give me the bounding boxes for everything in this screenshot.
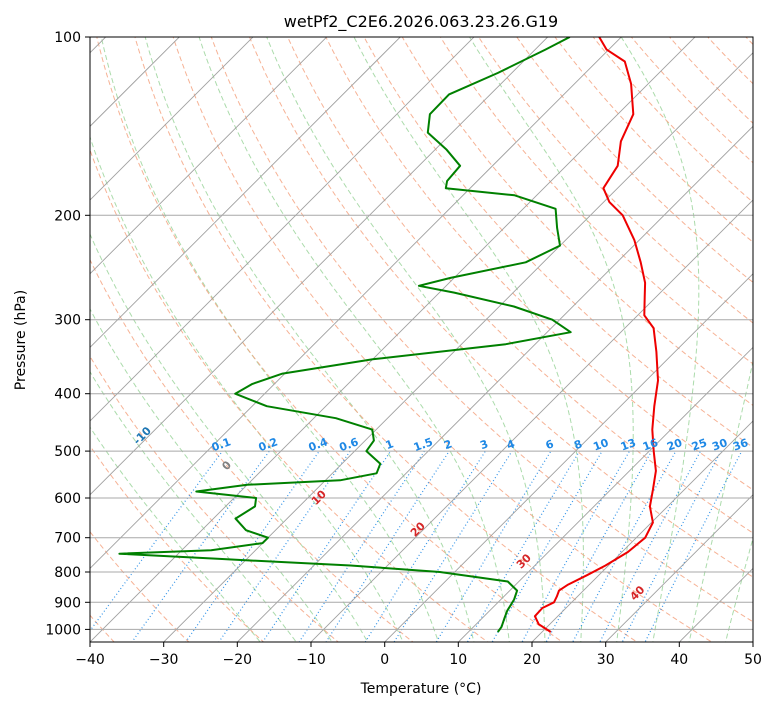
y-tick-label: 800 xyxy=(54,565,81,581)
dry-adiabat-line xyxy=(668,37,753,124)
isotherm-line xyxy=(90,37,328,275)
moist-adiabat-line xyxy=(90,232,369,642)
dry-adiabat-line xyxy=(90,258,414,642)
dry-adiabat-line xyxy=(325,37,753,491)
dry-adiabat-line xyxy=(287,37,753,534)
dry-adiabat-line xyxy=(401,37,753,407)
mixing-ratio-label: 36 xyxy=(731,436,750,454)
mixing-ratio-line xyxy=(521,450,631,642)
y-tick-label: 100 xyxy=(54,30,81,46)
y-tick-label: 900 xyxy=(54,595,81,611)
isotherm-grid xyxy=(90,37,753,642)
mixing-ratio-label: 2 xyxy=(442,437,454,452)
chart-title: wetPf2_C2E6.2026.063.23.26.G19 xyxy=(284,12,558,32)
plot-frame xyxy=(89,36,754,643)
y-tick-label: 1000 xyxy=(45,622,81,638)
y-axis-label: Pressure (hPa) xyxy=(13,290,29,390)
dry-adiabat-line xyxy=(90,445,265,642)
mixing-ratio-label: 8 xyxy=(572,437,584,452)
isobar-grid xyxy=(90,37,753,630)
mixing-ratio-line xyxy=(393,450,513,642)
dry-adiabat-line xyxy=(172,37,713,642)
y-tick-label: 600 xyxy=(54,491,81,507)
mixing-ratio-line xyxy=(644,450,743,642)
isotherm-line xyxy=(310,199,753,642)
x-tick-label: −30 xyxy=(149,652,179,668)
isotherm-line xyxy=(236,125,753,642)
isotherm-line xyxy=(605,494,753,642)
mixing-ratio-label: 0.4 xyxy=(307,435,330,454)
dry-adiabat-line xyxy=(90,530,190,642)
moist-adiabat-line xyxy=(725,536,753,642)
plot-area: -100-90-80-70-60-50-40-30-20-10010203040… xyxy=(90,37,753,642)
mixing-ratio-label: 10 xyxy=(591,436,610,454)
x-tick-label: 40 xyxy=(670,652,688,668)
mixing-ratio-label: 0.1 xyxy=(210,435,233,454)
x-axis-ticks: −40 −30 −20 −10 0 10 20 30 40 50 xyxy=(75,642,762,668)
x-tick-label: 50 xyxy=(744,652,762,668)
dry-adiabat-line xyxy=(134,37,638,642)
mixing-ratio-line xyxy=(435,450,552,642)
y-axis-ticks: 1000 900 800 700 600 500 400 300 200 100 xyxy=(45,30,90,638)
isotherm-line xyxy=(457,346,753,642)
isotherm-line xyxy=(90,37,622,570)
moist-adiabat-line xyxy=(266,37,546,642)
x-tick-label: −40 xyxy=(75,652,105,668)
isotherm-line xyxy=(90,37,696,642)
x-axis-label: Temperature (°C) xyxy=(360,681,482,697)
dry-adiabat-line xyxy=(96,37,564,642)
isotherm-line xyxy=(90,37,475,422)
y-tick-label: 500 xyxy=(54,444,81,460)
isotherm-line xyxy=(163,52,753,642)
isotherm-line xyxy=(384,273,753,642)
dry-adiabat-line xyxy=(477,37,753,324)
mixing-ratio-label: 30 xyxy=(710,436,729,454)
y-tick-label: 200 xyxy=(54,208,81,224)
x-tick-label: −20 xyxy=(223,652,253,668)
y-tick-label: 300 xyxy=(54,313,81,329)
x-tick-label: 30 xyxy=(597,652,615,668)
dry-adiabat-line xyxy=(363,37,753,448)
dry-adiabat-line xyxy=(248,37,753,578)
x-tick-label: 0 xyxy=(380,652,389,668)
dry-adiabat-line xyxy=(554,37,753,243)
moist-adiabat-line xyxy=(144,37,475,642)
dewpoint-profile-line xyxy=(118,37,572,633)
mixing-ratio-line xyxy=(184,450,320,642)
mixing-ratio-label: 6 xyxy=(544,437,556,452)
x-tick-label: −10 xyxy=(296,652,326,668)
mixing-ratio-label: 13 xyxy=(619,436,638,453)
x-tick-label: 10 xyxy=(449,652,467,668)
profile-series xyxy=(118,37,659,633)
temperature-profile-line xyxy=(533,37,659,633)
isotherm-line xyxy=(531,420,753,642)
isotherm-line xyxy=(90,37,401,348)
y-tick-label: 700 xyxy=(54,531,81,547)
dry-adiabat-line xyxy=(592,37,753,203)
mixing-ratio-line xyxy=(262,450,392,642)
moist-adiabat-line xyxy=(90,308,333,642)
mixing-ratio-line xyxy=(621,450,722,642)
isotherm-line xyxy=(90,37,254,201)
mixing-ratio-label: 3 xyxy=(478,437,490,452)
moist-adiabat-line xyxy=(620,37,700,642)
isotherm-line xyxy=(90,37,549,496)
mixing-ratio-label: 20 xyxy=(665,436,684,454)
mixing-ratio-label: 16 xyxy=(641,436,660,454)
dry-adiabat-line xyxy=(90,148,489,642)
isotherm-line xyxy=(90,37,180,127)
mixing-ratio-label: 1 xyxy=(384,437,396,452)
y-tick-label: 400 xyxy=(54,387,81,403)
mixing-ratio-line xyxy=(364,450,486,642)
mixing-ratio-label: 25 xyxy=(690,436,709,453)
x-tick-label: 20 xyxy=(523,652,541,668)
mixing-ratio-line xyxy=(218,450,351,642)
mixing-ratio-line xyxy=(545,450,653,642)
mixing-ratio-label: 0.6 xyxy=(338,435,361,454)
mixing-ratio-label: 0.2 xyxy=(257,435,280,454)
mixing-ratio-label: 1.5 xyxy=(412,435,435,454)
mixing-ratio-label: 4 xyxy=(505,437,517,452)
